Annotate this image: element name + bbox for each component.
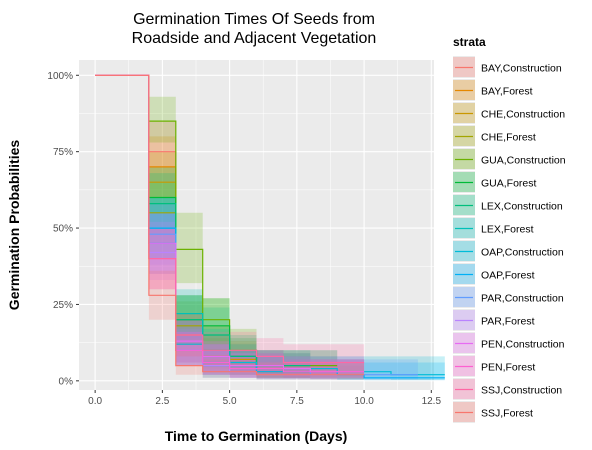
y-tick-label: 100% — [47, 71, 73, 82]
confidence-band-par-construction — [95, 75, 418, 380]
y-axis-ticks: 0% 25% 50% 75% 100% — [47, 71, 79, 387]
x-tick-label: 0.0 — [88, 396, 102, 407]
legend-label: PEN,Construction — [481, 339, 565, 351]
y-axis-title: Germination Probabilities — [6, 140, 22, 311]
chart-title-line-1: Germination Times Of Seeds from — [133, 11, 375, 28]
x-tick-label: 2.5 — [155, 396, 169, 407]
survival-lines — [95, 74, 445, 379]
legend-label: CHE,Construction — [481, 109, 565, 121]
legend-label: OAP,Construction — [481, 247, 564, 259]
x-tick-label: 12.5 — [422, 396, 442, 407]
x-axis-title: Time to Germination (Days) — [165, 428, 348, 444]
survival-line-pen-construction — [95, 74, 365, 373]
chart-title: Germination Times Of Seeds from Roadside… — [132, 11, 377, 47]
survival-line-ssj-forest — [95, 74, 365, 376]
legend-label: LEX,Construction — [481, 201, 563, 213]
legend-label: BAY,Construction — [481, 63, 562, 75]
y-tick-label: 75% — [53, 147, 73, 158]
legend-label: SSJ,Forest — [481, 408, 533, 420]
y-tick-label: 25% — [53, 300, 73, 311]
legend-title: strata — [453, 35, 486, 49]
confidence-band-gua-construction — [95, 75, 338, 375]
legend-label: PEN,Forest — [481, 362, 535, 374]
legend-label: PAR,Construction — [481, 293, 564, 305]
x-tick-label: 7.5 — [290, 396, 304, 407]
grid-lines — [79, 60, 434, 390]
chart-title-line-2: Roadside and Adjacent Vegetation — [132, 30, 377, 47]
legend-label: GUA,Forest — [481, 178, 537, 190]
confidence-band-bay-forest — [95, 75, 365, 378]
y-tick-label: 50% — [53, 224, 73, 235]
x-axis-ticks: 0.0 2.5 5.0 7.5 10.0 12.5 — [88, 390, 441, 407]
legend-label: GUA,Construction — [481, 155, 566, 167]
survival-line-ssj-construction — [95, 74, 365, 364]
legend-label: SSJ,Construction — [481, 385, 562, 397]
x-tick-label: 10.0 — [354, 396, 374, 407]
confidence-band-ssj-forest — [95, 75, 365, 380]
legend-label: PAR,Forest — [481, 316, 535, 328]
legend-label: LEX,Forest — [481, 224, 534, 236]
legend-label: OAP,Forest — [481, 270, 535, 282]
legend-label: CHE,Forest — [481, 132, 536, 144]
confidence-band-ssj-construction — [95, 75, 365, 375]
plot-panel — [79, 60, 434, 390]
legend-label: BAY,Forest — [481, 86, 533, 98]
y-tick-label: 0% — [59, 376, 74, 387]
legend: strata BAY,Construction BAY,Forest CHE,Con… — [453, 35, 566, 423]
x-tick-label: 5.0 — [223, 396, 237, 407]
